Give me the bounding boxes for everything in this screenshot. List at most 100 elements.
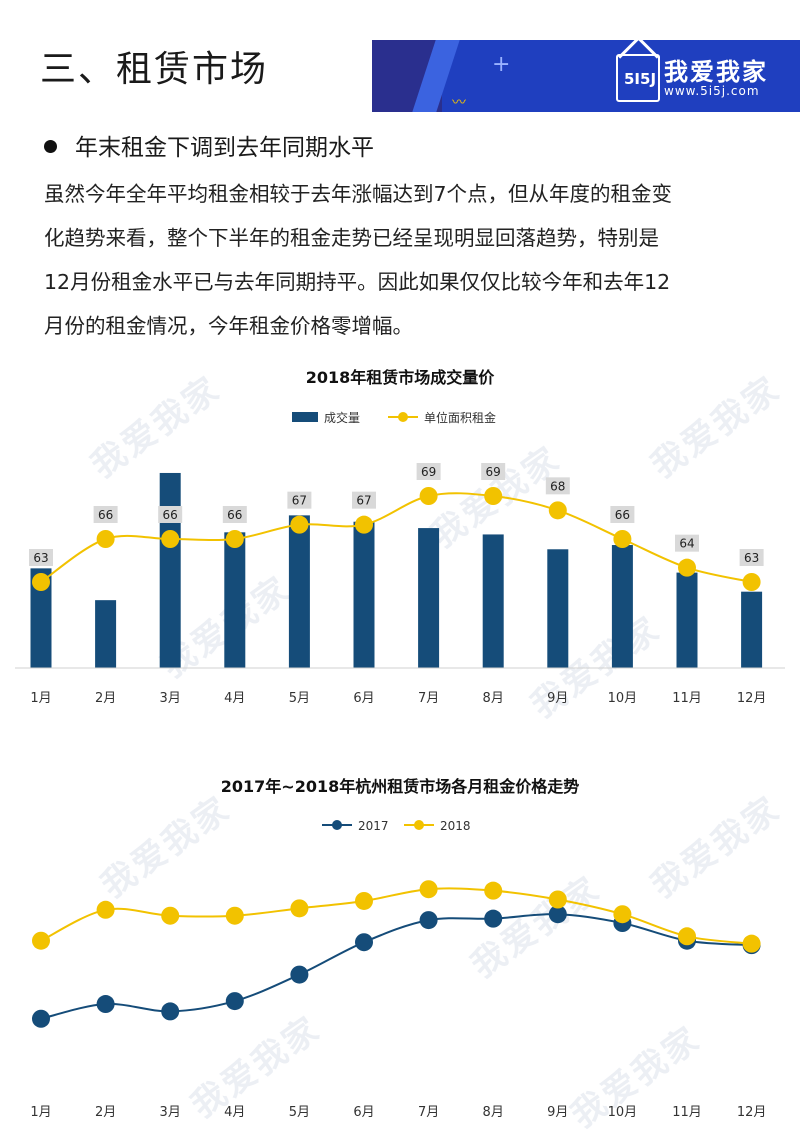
data-point: [32, 573, 50, 591]
data-point: [32, 931, 50, 950]
bar: [353, 521, 375, 668]
bullet-heading-text: 年末租金下调到去年同期水平: [75, 135, 374, 161]
data-label-box: [675, 534, 699, 552]
bar: [741, 591, 763, 668]
x-tick-label: 5月: [289, 691, 310, 706]
x-tick-label: 3月: [160, 1105, 181, 1120]
data-point: [96, 900, 115, 919]
rent-trend-chart: 2017年~2018年杭州租赁市场各月租金价格走势 2017 2018 1月 2月 3月 4…: [30, 777, 767, 1120]
logo-mark: 5I5J: [624, 70, 657, 88]
data-point: [548, 890, 567, 909]
data-point: [742, 573, 761, 591]
data-label-box: [287, 491, 312, 509]
data-label-box: [158, 506, 183, 523]
x-tick-label: 10月: [608, 1105, 638, 1120]
legend-marker: [414, 820, 424, 830]
bullet-heading: 年末租金下调到去年同期水平: [44, 128, 374, 162]
data-label: 67: [356, 494, 371, 508]
body-line: 月份的租金情况，今年租金价格零增幅。: [44, 314, 413, 338]
legend-marker: [398, 412, 408, 422]
section-title: 三、租赁市场: [40, 49, 269, 90]
data-point: [161, 1002, 180, 1021]
x-tick-label: 10月: [608, 691, 638, 706]
x-tick-label: 12月: [737, 691, 767, 706]
legend-label: 2018: [440, 819, 471, 833]
data-point: [290, 899, 309, 918]
data-point: [290, 965, 309, 984]
data-point: [484, 487, 503, 505]
legend-swatch-bar: [292, 412, 318, 422]
data-point: [613, 530, 632, 548]
x-tick-label: 1月: [30, 691, 51, 706]
data-label: 63: [33, 551, 48, 565]
x-tick-label: 5月: [289, 1105, 310, 1120]
data-point: [225, 530, 244, 548]
bar: [288, 515, 310, 668]
x-tick-label: 9月: [547, 691, 568, 706]
x-tick-label: 3月: [160, 691, 181, 706]
series-line: [40, 492, 752, 583]
bar: [676, 572, 698, 668]
data-point: [678, 558, 696, 577]
data-label: 66: [163, 508, 178, 522]
x-tick-label: 11月: [672, 691, 702, 706]
data-point: [484, 881, 503, 900]
data-point: [96, 530, 115, 548]
data-label-box: [29, 549, 53, 566]
data-label: 68: [550, 479, 565, 493]
data-label: 66: [98, 508, 113, 522]
data-point: [225, 906, 244, 925]
x-tick-label: 12月: [737, 1105, 767, 1120]
data-label: 64: [679, 537, 694, 551]
x-tick-label: 8月: [483, 691, 504, 706]
body-line: 12月份租金水平已与去年同期持平。因此如果仅仅比较今年和去年12: [44, 270, 671, 294]
data-point: [225, 992, 244, 1011]
data-point: [678, 927, 696, 946]
series-line: [40, 913, 752, 1020]
data-point: [548, 501, 567, 520]
body-paragraph: 虽然今年全年平均租金相较于去年涨幅达到7个点，但从年度的租金变 化趋势来看，整个…: [44, 172, 784, 348]
data-point: [355, 891, 373, 910]
bar: [159, 472, 181, 668]
x-tick-label: 9月: [547, 1105, 568, 1120]
data-label: 66: [615, 508, 630, 522]
brand-logo[interactable]: 5I5J 我爱我家 www.5i5j.com: [616, 40, 784, 102]
brand-banner: 〰 + 5I5J 我爱我家 www.5i5j.com: [372, 40, 800, 112]
logo-url: www.5i5j.com: [664, 84, 760, 98]
legend-label: 成交量: [324, 410, 360, 425]
bar: [95, 600, 117, 668]
series-line: [40, 887, 752, 945]
data-point: [290, 515, 309, 534]
data-label: 69: [486, 465, 501, 479]
x-tick-label: 2月: [95, 691, 116, 706]
bar: [611, 545, 633, 668]
data-label: 69: [421, 465, 436, 479]
bar: [30, 568, 52, 668]
x-tick-label: 7月: [418, 1105, 439, 1120]
data-label: 67: [292, 494, 307, 508]
banner-wave-decoration: 〰: [452, 95, 466, 111]
logo-name: 我爱我家: [664, 58, 768, 86]
data-point: [355, 515, 373, 534]
x-tick-label: 4月: [224, 1105, 245, 1120]
data-label: 63: [744, 551, 759, 565]
x-tick-label: 8月: [483, 1105, 504, 1120]
bar: [224, 532, 246, 668]
x-tick-label: 2月: [95, 1105, 116, 1120]
data-label-box: [739, 549, 764, 566]
x-tick-label: 1月: [30, 1105, 51, 1120]
data-point: [484, 909, 503, 928]
x-tick-label: 11月: [672, 1105, 702, 1120]
data-label-box: [416, 463, 441, 480]
x-tick-label: 6月: [353, 691, 374, 706]
data-label-box: [352, 491, 376, 509]
data-label-box: [222, 506, 247, 523]
x-tick-label: 7月: [418, 691, 439, 706]
body-line: 虽然今年全年平均租金相较于去年涨幅达到7个点，但从年度的租金变: [44, 182, 673, 206]
bar: [547, 549, 569, 668]
data-point: [548, 905, 567, 924]
data-point: [161, 530, 180, 548]
data-point: [419, 911, 438, 930]
data-point: [613, 905, 632, 924]
